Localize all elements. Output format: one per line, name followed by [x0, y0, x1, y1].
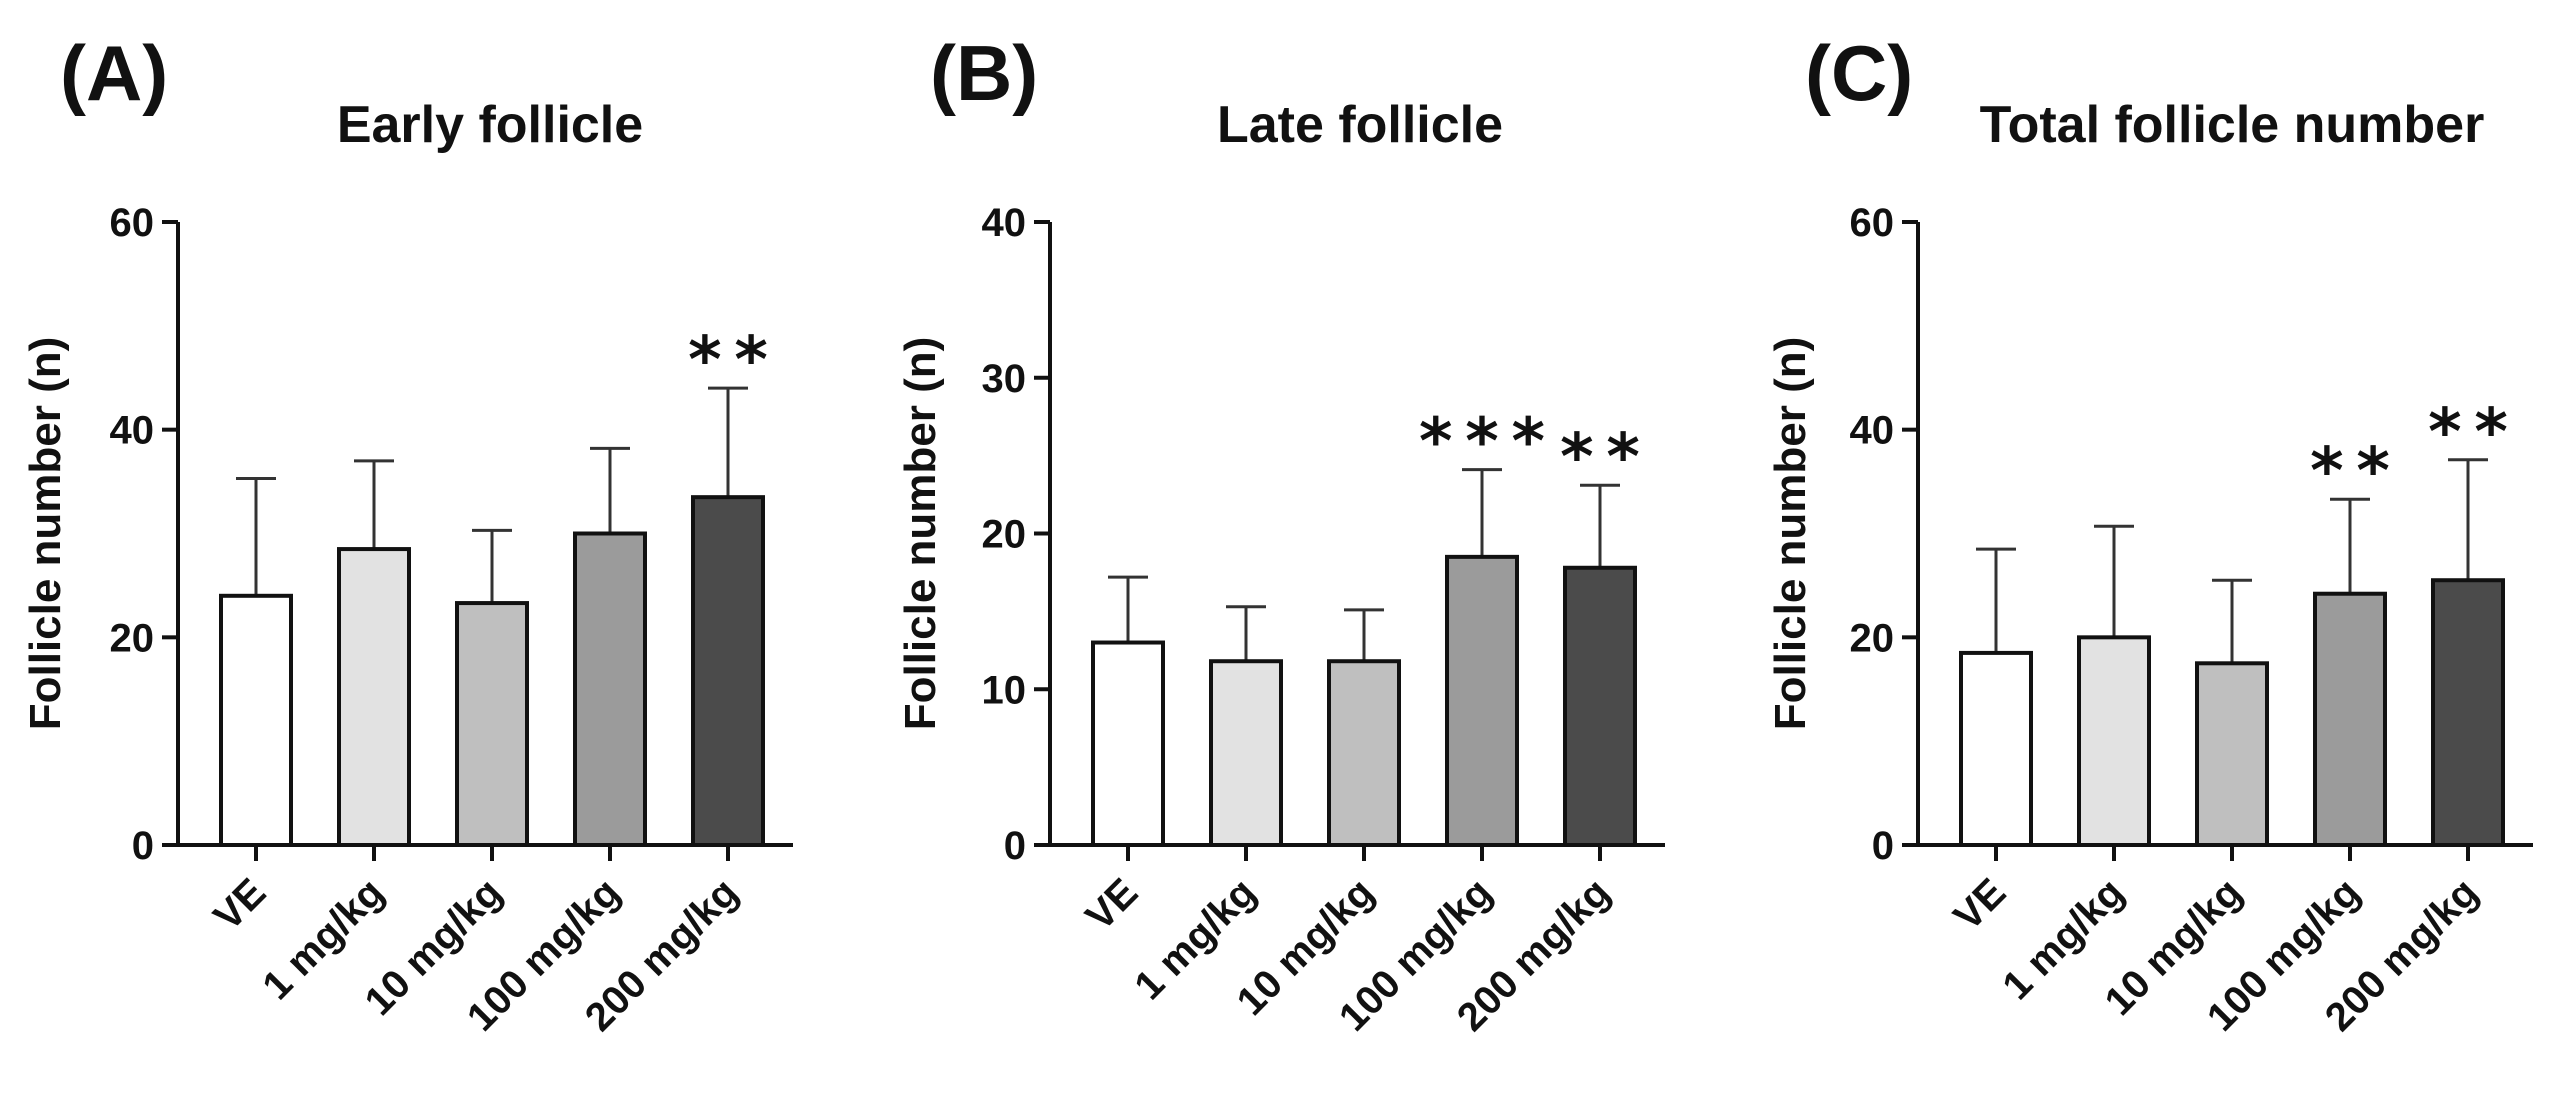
y-tick-label: 0: [1872, 824, 1894, 868]
panel-letter: (A): [60, 29, 168, 117]
y-tick-label: 30: [982, 357, 1027, 401]
y-tick-label: 40: [982, 201, 1027, 245]
panel-c: (C) Total follicle number Follicle number …: [1766, 29, 2533, 1040]
y-axis-label: Follicle number (n): [896, 337, 945, 731]
bar: [219, 593, 293, 847]
x-tick-label: VE: [206, 870, 275, 939]
y-tick-label: 60: [110, 201, 155, 245]
bar: [337, 547, 411, 847]
bar: [1209, 659, 1283, 848]
bar: [691, 495, 765, 847]
chart-title: Total follicle number: [1980, 96, 2485, 154]
y-tick-label: 20: [1850, 616, 1895, 660]
significance-marker: * *: [688, 324, 768, 398]
y-axis-label: Follicle number (n): [1766, 337, 1815, 731]
bar: [455, 601, 529, 848]
panel-letter: (B): [930, 29, 1038, 117]
bar: [1959, 650, 2033, 847]
bar: [1327, 659, 1401, 848]
y-tick-label: 40: [1850, 409, 1895, 453]
panel-letter: (C): [1805, 29, 1913, 117]
significance-marker: * *: [1560, 421, 1640, 495]
bar: [2313, 591, 2387, 847]
y-tick-label: 40: [110, 409, 155, 453]
significance-marker: * *: [2310, 435, 2390, 509]
bar: [1445, 554, 1519, 847]
y-tick-label: 0: [1004, 824, 1026, 868]
significance-marker: * *: [2428, 396, 2508, 470]
chart-title: Late follicle: [1217, 96, 1503, 154]
x-tick-label: VE: [1946, 870, 2015, 939]
bar: [2431, 578, 2505, 847]
significance-marker: * * *: [1419, 406, 1545, 480]
y-tick-label: 20: [982, 513, 1027, 557]
bar: [1091, 640, 1165, 848]
bar: [2195, 661, 2269, 848]
chart-title: Early follicle: [337, 96, 643, 154]
y-tick-label: 20: [110, 616, 155, 660]
bar: [573, 531, 647, 847]
panel-a: (A) Early follicle Follicle number (n) 0 20 4…: [21, 29, 793, 1040]
y-tick-label: 10: [982, 668, 1027, 712]
y-tick-label: 0: [132, 824, 154, 868]
bar: [1563, 565, 1637, 847]
bar: [2077, 635, 2151, 847]
y-tick-label: 60: [1850, 201, 1895, 245]
x-tick-label: VE: [1078, 870, 1147, 939]
panel-b: (B) Late follicle Follicle number (n) 0 10 20…: [896, 29, 1665, 1040]
y-axis-label: Follicle number (n): [21, 337, 70, 731]
